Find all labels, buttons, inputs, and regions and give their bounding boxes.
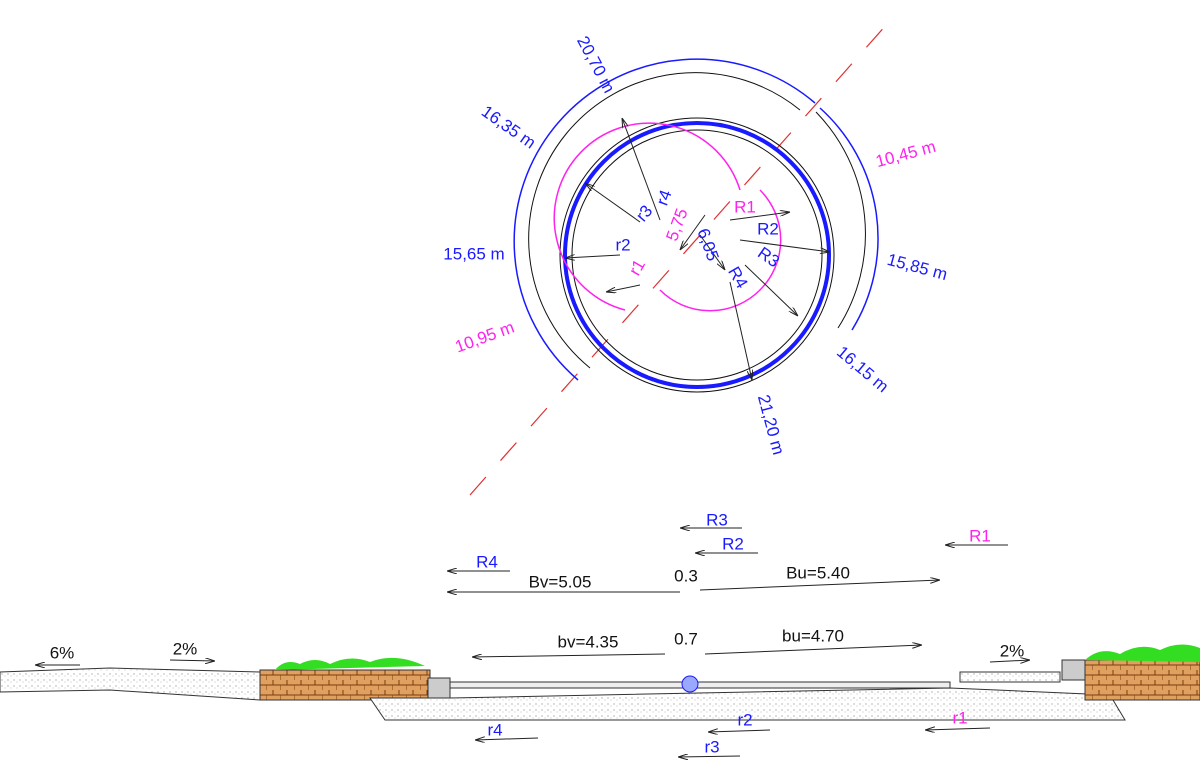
dimension: 0.7 — [674, 629, 698, 648]
radius-mark: r3 — [704, 737, 719, 756]
dimension: 10,95 m — [453, 318, 517, 357]
section-labels: R3 R2 R1 R4 r4 r2 r1 r3 Bv=5.05 0.3 Bu=5… — [50, 510, 1025, 756]
radius-mark: R2 — [722, 534, 744, 553]
radius-label: r3 — [632, 201, 656, 225]
radius-mark: r2 — [737, 710, 752, 729]
radius-mark: r4 — [487, 720, 502, 739]
plan — [469, 14, 896, 496]
section — [0, 528, 1200, 757]
radius-label: 6,05 — [693, 226, 722, 264]
radius-mark: R1 — [969, 526, 991, 545]
dimension: 16,35 m — [478, 102, 539, 153]
dimension: 10,45 m — [874, 137, 938, 171]
radius-mark: R4 — [476, 552, 498, 571]
radius-mark: R3 — [706, 510, 728, 529]
radius-label: r4 — [653, 187, 676, 208]
slope: 2% — [173, 639, 198, 658]
radius-label: R1 — [734, 197, 756, 216]
radius-label: r2 — [615, 235, 630, 254]
radius-label: 5,75 — [662, 206, 691, 244]
dimension: 15,65 m — [443, 244, 504, 263]
slope: 2% — [1000, 641, 1025, 660]
dimension: 20,70 m — [573, 33, 619, 96]
radius-label: R3 — [754, 243, 783, 271]
dimension: 21,20 m — [754, 393, 788, 457]
dimension: 0.3 — [674, 566, 698, 585]
dimension: Bv=5.05 — [529, 572, 592, 591]
dimension: 16,15 m — [833, 342, 892, 396]
dimension: bv=4.35 — [558, 632, 619, 651]
radius-label: r1 — [625, 256, 649, 279]
dimension: Bu=5.40 — [786, 563, 850, 582]
dimension: bu=4.70 — [782, 626, 844, 645]
slope: 6% — [50, 643, 75, 662]
dimension: 15,85 m — [885, 250, 949, 284]
plan-labels: 20,70 m 16,35 m 15,65 m 10,95 m 10,45 m … — [443, 33, 949, 457]
radius-label: R2 — [757, 219, 779, 238]
radius-mark: r1 — [952, 708, 967, 727]
